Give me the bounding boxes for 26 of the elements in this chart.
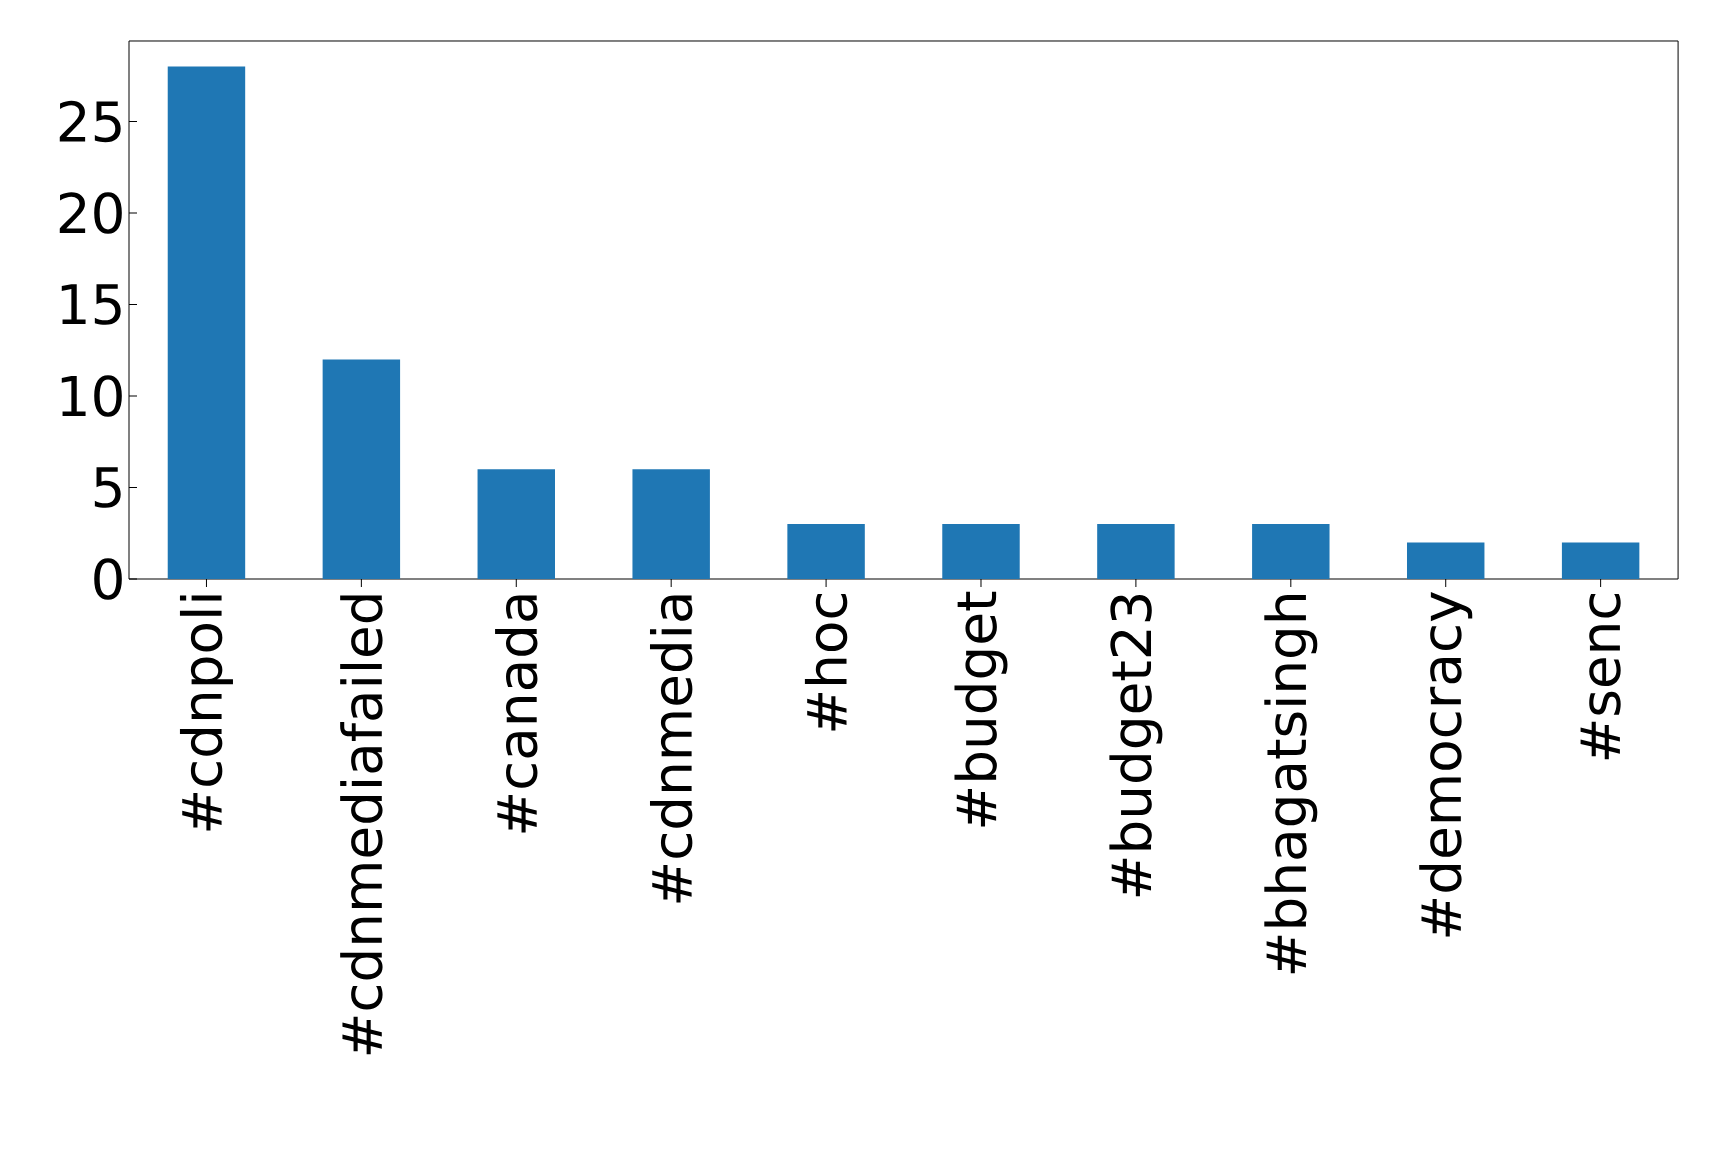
x-tick-label: #budget — [954, 591, 1008, 827]
bar — [787, 524, 865, 579]
bar — [1097, 524, 1175, 579]
y-tick-label: 15 — [61, 284, 121, 325]
y-tick-label: 25 — [59, 100, 121, 143]
x-tick-label: #democracy — [1419, 592, 1473, 937]
bar — [167, 66, 246, 579]
x-tick-label: #cdnmedia — [649, 595, 693, 903]
x-tick-label: #canada — [495, 595, 538, 833]
bar — [1406, 542, 1485, 579]
y-tick-label: 10 — [61, 375, 122, 417]
x-tick-label: #senc — [1580, 593, 1621, 760]
x-tick-label: #cdnmediafailed — [340, 595, 383, 1055]
bar — [477, 469, 555, 579]
y-tick-label: 5 — [94, 467, 121, 508]
x-tick-label: #hoc — [804, 593, 848, 731]
bar — [1252, 524, 1330, 579]
x-tick-label: #bhagatsingh — [1264, 595, 1318, 974]
x-tick-label: #budget23 — [1109, 594, 1163, 897]
bar — [632, 469, 710, 579]
bar — [942, 524, 1020, 579]
y-tick-label: 0 — [94, 558, 122, 600]
bar — [1561, 542, 1640, 579]
x-tick-label: #cdnpoli — [179, 595, 233, 831]
bar — [322, 359, 401, 579]
y-tick-label: 20 — [59, 192, 122, 234]
